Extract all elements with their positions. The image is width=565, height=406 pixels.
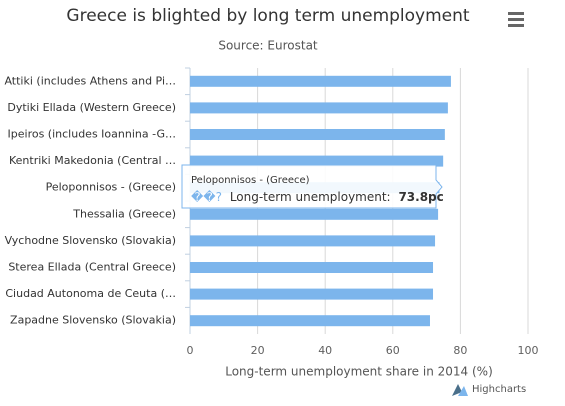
y-tick-label: Kentriki Makedonia (Central … [9,154,176,167]
bar [190,129,445,140]
tooltip-label: Long-term unemployment: [230,190,391,204]
y-tick-label: Attiki (includes Athens and Pi… [4,74,176,87]
bar [190,75,451,87]
bar [190,102,448,114]
tooltip-marker: ��? [191,190,222,204]
bar [190,315,430,327]
chart-title: Greece is blighted by long term unemploy… [66,6,469,26]
y-tick-label: Vychodne Slovensko (Slovakia) [5,234,176,247]
y-tick-label: Ciudad Autonoma de Ceuta (… [5,287,176,300]
y-tick-label: Dytiki Ellada (Western Greece) [7,101,176,114]
bar [190,155,444,167]
tooltip: Peloponnisos - (Greece) ��? Long-term un… [181,164,444,209]
chart-subtitle: Source: Eurostat [218,39,318,53]
y-tick-label: Sterea Ellada (Central Greece) [8,261,176,274]
y-tick-label: Ipeiros (includes Ioannina -G… [8,128,176,141]
plot: 0 20 40 60 80 100 Attiki (includes Athens and … [4,67,539,357]
menu-bar [508,12,524,15]
credits-logo [452,384,462,396]
menu-bar [508,24,524,27]
credits[interactable]: Highcharts [452,384,526,396]
x-tick-label: 60 [386,344,400,357]
tooltip-box [181,164,443,209]
x-tick-label: 100 [518,344,539,357]
tooltip-body: ��? Long-term unemployment: 73.8pc [191,190,444,204]
bar [190,208,439,220]
bar [190,235,436,247]
x-tick-label: 20 [251,344,265,357]
bar [190,262,434,273]
credits-text: Highcharts [472,384,526,395]
y-tick-label: Zapadne Slovensko (Slovakia) [10,314,176,327]
tooltip-value: 73.8pc [398,190,443,204]
x-tick-label: 0 [187,344,194,357]
menu-bar [508,18,524,21]
x-axis-title: Long-term unemployment share in 2014 (%) [225,365,493,379]
menu-button[interactable] [508,12,524,27]
credits-logo [458,386,468,396]
tooltip-header: Peloponnisos - (Greece) [191,175,310,186]
y-tick-label: Peloponnisos - (Greece) [46,181,176,194]
x-tick-label: 40 [318,344,332,357]
x-tick-label: 80 [453,344,467,357]
y-tick-label: Thessalia (Greece) [72,207,176,220]
bar [190,288,434,300]
